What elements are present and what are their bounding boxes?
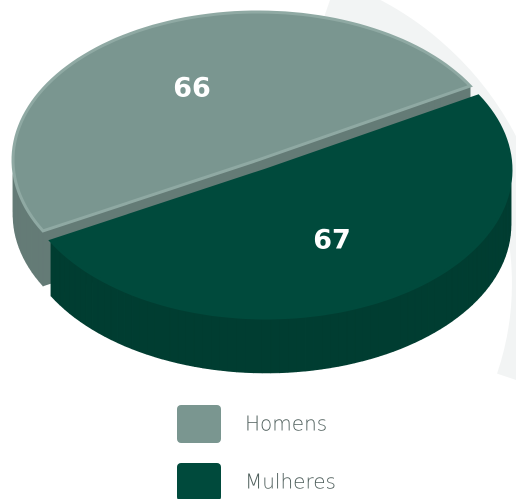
slice-side — [28, 211, 33, 274]
slice-side — [18, 192, 22, 253]
slice-side — [462, 253, 469, 314]
slice-side — [35, 220, 40, 283]
slice-side — [362, 303, 371, 362]
slice-side — [110, 284, 119, 344]
slice-side — [23, 202, 27, 263]
slice-side — [451, 261, 459, 322]
slice-side — [500, 206, 504, 267]
slice-side — [498, 211, 502, 272]
slice-side — [69, 257, 76, 319]
slice-side — [253, 317, 263, 374]
legend-label: Mulheres — [245, 470, 336, 494]
slice-side — [54, 244, 61, 306]
slice-side — [485, 230, 490, 292]
legend-label: Homens — [245, 412, 327, 436]
slice-side — [161, 303, 171, 362]
slice-side — [50, 240, 56, 302]
slice-top — [11, 10, 473, 233]
slice-side — [85, 269, 93, 330]
slice-side — [38, 225, 44, 287]
slice-side — [370, 301, 379, 360]
slice-side — [346, 307, 356, 366]
slice-side — [59, 249, 65, 310]
slice-side — [202, 312, 212, 370]
slice-side — [185, 309, 195, 367]
slice-side — [64, 253, 70, 315]
slice-side — [80, 266, 87, 327]
slice-side — [427, 276, 435, 337]
slice-side — [472, 244, 478, 306]
slice-side — [446, 265, 453, 326]
slice-side — [313, 313, 323, 371]
slice-side — [139, 296, 148, 355]
slice-side — [31, 216, 36, 278]
slice-side — [20, 197, 24, 258]
slice-side — [492, 220, 496, 283]
slice-side — [279, 317, 289, 374]
slice-side — [421, 280, 429, 340]
slice-side — [440, 269, 447, 330]
slice-side — [124, 290, 133, 350]
slice-side — [467, 248, 474, 310]
value-label: 66 — [173, 73, 211, 104]
slice-side — [400, 290, 409, 350]
slice-side — [338, 309, 348, 367]
slice-side — [261, 317, 272, 374]
slice-side — [219, 314, 229, 372]
slice-side — [457, 257, 464, 318]
slice-side — [495, 215, 499, 278]
slice-side — [146, 298, 155, 358]
slice-side — [236, 316, 246, 373]
slice-side — [177, 307, 187, 366]
slice-side — [104, 280, 112, 341]
slice-side — [321, 312, 331, 370]
slice-side — [354, 305, 364, 364]
slice-side — [270, 317, 280, 374]
legend-swatch — [177, 405, 221, 443]
slice-top — [48, 94, 513, 320]
slice-side — [193, 311, 203, 369]
slice-side — [287, 316, 297, 373]
slice-side — [91, 273, 99, 334]
slice-side — [131, 293, 140, 353]
slice-side — [25, 206, 30, 269]
slice-side — [378, 298, 387, 357]
slice-side — [97, 277, 105, 337]
slice-side — [154, 301, 163, 360]
slice-side — [385, 295, 394, 355]
slice-side — [117, 287, 126, 347]
value-label: 67 — [313, 224, 351, 255]
slice-side — [227, 315, 237, 373]
pie-slice — [48, 94, 513, 374]
slice-side — [296, 315, 306, 373]
slice-side — [244, 317, 254, 374]
legend-swatch — [177, 463, 221, 499]
slice-side — [169, 305, 179, 364]
slice-side — [393, 293, 402, 352]
slice-side — [304, 314, 314, 372]
slice-side — [74, 261, 81, 323]
slice-side — [210, 313, 220, 371]
slice-side — [414, 283, 422, 344]
slice-side — [481, 235, 486, 297]
slice-side — [434, 273, 441, 334]
slice-side — [476, 239, 482, 301]
slice-side — [330, 310, 339, 369]
slice-side — [407, 287, 416, 347]
slice-side — [488, 225, 493, 288]
